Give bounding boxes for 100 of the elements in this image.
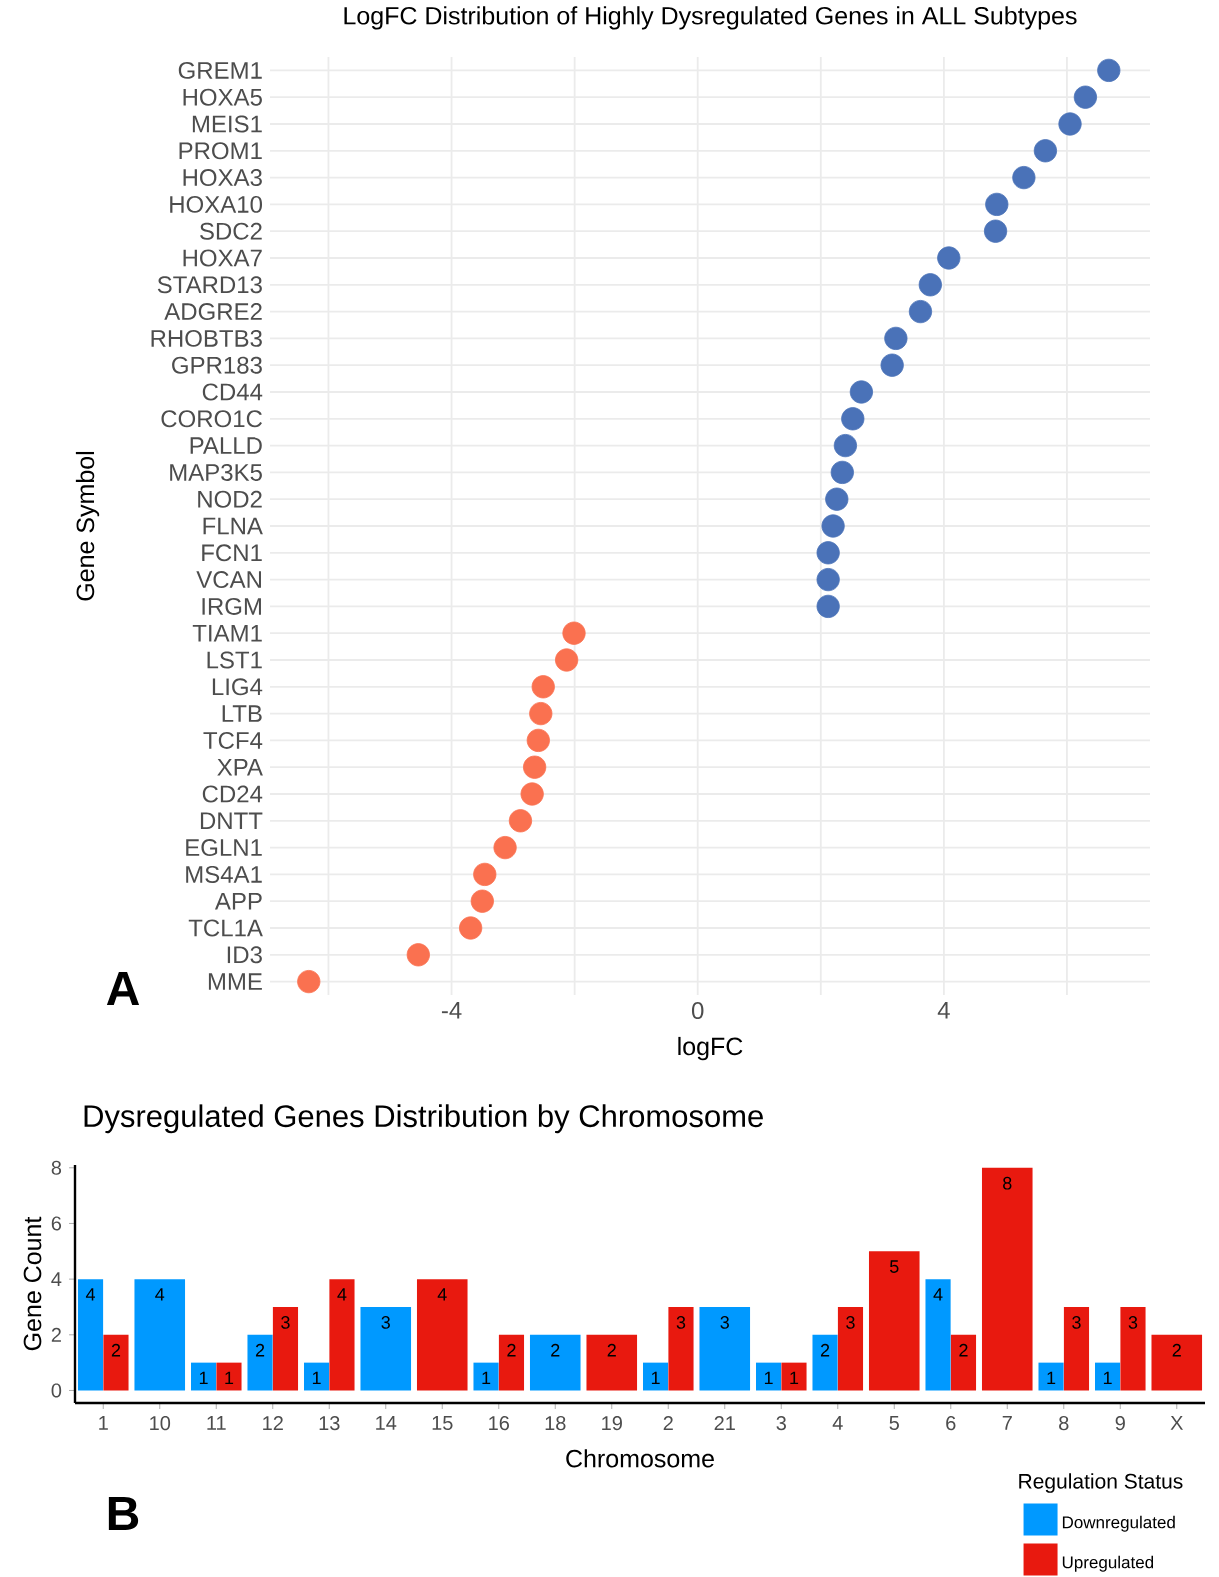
- point: [493, 836, 517, 860]
- y-tick-label: MAP3K5: [170, 463, 262, 481]
- data-label: 3: [1072, 1316, 1081, 1329]
- y-tick-label: FLNA: [203, 517, 263, 535]
- point: [526, 728, 550, 752]
- y-tick-label: ID3: [227, 946, 262, 964]
- y-tick-label: DNTT: [200, 812, 263, 830]
- data-label: 1: [1103, 1371, 1112, 1385]
- y-tick-label: HOXA10: [170, 195, 263, 213]
- point: [884, 326, 908, 350]
- x-tick-label: 3: [776, 1416, 786, 1431]
- data-label: 1: [1047, 1371, 1056, 1385]
- point: [508, 809, 533, 833]
- chart-title: LogFC Distribution of Highly Dysregulated Genes in ALL Subtypes: [344, 6, 1077, 30]
- x-tick-label: 13: [319, 1416, 340, 1431]
- y-tick-label: PALLD: [190, 437, 262, 454]
- point: [473, 862, 497, 886]
- point: [1073, 85, 1098, 109]
- x-tick-label: 7: [1002, 1416, 1012, 1430]
- y-tick-label: MEIS1: [192, 115, 262, 133]
- y-tick-label: MME: [208, 973, 262, 990]
- point: [908, 299, 933, 324]
- point: [1033, 139, 1058, 163]
- x-tick-label: 9: [1115, 1416, 1125, 1431]
- x-tick-label: 5: [889, 1416, 899, 1431]
- data-label: 3: [281, 1316, 290, 1329]
- point: [555, 648, 579, 672]
- y-tick-label: HOXA3: [183, 169, 262, 187]
- bar: [303, 1362, 330, 1391]
- y-axis-title: Gene Count: [23, 1216, 42, 1351]
- data-label: 4: [337, 1288, 347, 1301]
- point: [833, 433, 857, 458]
- data-label: 1: [790, 1371, 799, 1385]
- y-tick-label: NOD2: [198, 490, 262, 508]
- data-label: 4: [933, 1288, 943, 1301]
- x-axis-title: logFC: [678, 1036, 743, 1061]
- x-tick-label: 4: [937, 1002, 950, 1019]
- bar: [1063, 1306, 1090, 1391]
- x-tick-label: 16: [489, 1416, 510, 1431]
- point: [880, 353, 904, 377]
- point: [470, 889, 494, 913]
- data-label: 1: [651, 1371, 660, 1385]
- data-label: 3: [720, 1316, 729, 1329]
- bar: [216, 1362, 242, 1391]
- bar: [247, 1334, 273, 1391]
- y-tick-label: TCL1A: [188, 919, 263, 937]
- data-label: 2: [607, 1343, 616, 1357]
- x-axis-title: Chromosome: [566, 1449, 714, 1468]
- data-label: 2: [959, 1343, 968, 1357]
- y-tick-label: APP: [214, 892, 262, 910]
- x-tick-label: 11: [207, 1416, 226, 1430]
- x-tick-label: 10: [150, 1416, 171, 1431]
- point: [406, 943, 430, 967]
- point: [816, 594, 840, 618]
- bar: [1120, 1306, 1146, 1391]
- x-tick-label: 1: [99, 1416, 108, 1430]
- bar: [272, 1306, 299, 1391]
- legend-label: Downregulated: [1062, 1515, 1175, 1532]
- point: [531, 675, 555, 699]
- data-label: 2: [820, 1343, 830, 1357]
- y-tick-label: GREM1: [178, 61, 262, 79]
- bar: [103, 1334, 129, 1391]
- x-tick-label: 21: [714, 1416, 735, 1431]
- x-tick-label: -4: [441, 1002, 462, 1019]
- legend-title: Regulation Status: [1019, 1473, 1183, 1493]
- data-label: 3: [1128, 1316, 1138, 1329]
- point: [849, 380, 873, 404]
- bar: [498, 1334, 525, 1391]
- y-tick-label: 6: [51, 1216, 62, 1231]
- data-label: 3: [676, 1316, 686, 1329]
- data-label: 1: [199, 1371, 208, 1385]
- y-tick-label: LTB: [222, 705, 262, 722]
- point: [918, 273, 942, 297]
- point: [459, 916, 483, 940]
- point: [821, 514, 845, 538]
- y-tick-label: PROM1: [179, 142, 262, 160]
- bar: [1038, 1362, 1064, 1391]
- data-label: 5: [889, 1260, 899, 1273]
- x-tick-label: 19: [602, 1416, 622, 1431]
- x-tick-label: 15: [432, 1416, 453, 1431]
- bar: [642, 1362, 669, 1391]
- y-tick-label: CORO1C: [161, 410, 263, 428]
- y-tick-label: XPA: [217, 758, 263, 776]
- y-tick-label: HOXA7: [183, 249, 262, 267]
- y-tick-label: 2: [51, 1327, 61, 1342]
- point: [985, 192, 1009, 216]
- text: A: [106, 971, 140, 1005]
- data-label: 3: [846, 1316, 855, 1329]
- y-tick-label: TIAM1: [192, 624, 262, 642]
- point: [1097, 58, 1121, 82]
- y-tick-label: 8: [51, 1160, 62, 1175]
- data-label: 3: [381, 1316, 390, 1329]
- point: [297, 970, 321, 994]
- point: [562, 621, 586, 645]
- data-label: 1: [482, 1371, 491, 1385]
- x-tick-label: X: [1170, 1416, 1184, 1430]
- x-tick-label: 8: [1059, 1416, 1069, 1431]
- y-tick-label: CD24: [202, 785, 263, 803]
- point: [825, 487, 849, 511]
- y-tick-label: LST1: [207, 651, 262, 669]
